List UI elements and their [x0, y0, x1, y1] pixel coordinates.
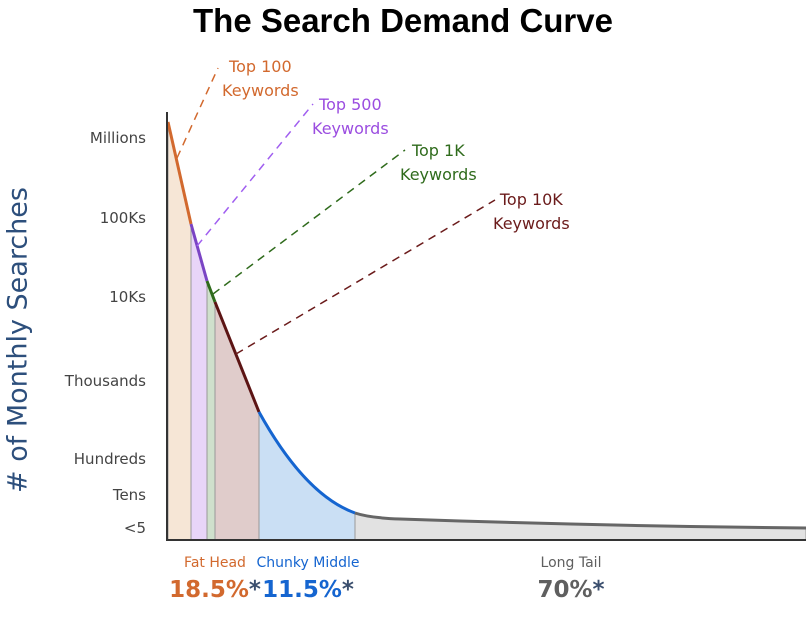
asterisk: *: [592, 577, 605, 603]
segment-percent-fat-head: 18.5%*: [165, 577, 265, 603]
callout-top1k: Top 1K Keywords: [400, 139, 477, 187]
callout-line: Top 10K: [499, 190, 563, 209]
curve-top500: [189, 223, 209, 282]
y-tick-label: <5: [123, 519, 146, 537]
percent-value: 70%: [537, 577, 593, 603]
y-axis-title: # of Monthly Searches: [2, 187, 34, 493]
curve-long-tail: [354, 511, 806, 530]
curve-top1k: [205, 280, 217, 303]
percent-value: 11.5%: [262, 577, 342, 603]
curve-top10k: [213, 301, 261, 413]
curve-top100: [166, 121, 193, 225]
y-tick-label: Thousands: [64, 372, 146, 390]
chart-title: The Search Demand Curve: [193, 2, 613, 39]
segment-percent-long-tail: 70%*: [521, 577, 621, 603]
fill-top100: [167, 121, 192, 541]
y-tick-label: Millions: [89, 129, 146, 147]
y-tick-label: 10Ks: [109, 288, 146, 306]
y-tick-label: 100Ks: [99, 209, 146, 227]
y-tick-label: Hundreds: [73, 450, 146, 468]
callout-line: Top 1K: [411, 141, 465, 160]
callout-line: Keywords: [312, 119, 389, 138]
callout-line: Keywords: [400, 165, 477, 184]
percent-value: 18.5%: [169, 577, 249, 603]
asterisk: *: [248, 577, 261, 603]
leader-top500: [196, 103, 314, 247]
fill-top10k: [214, 301, 260, 541]
fill-top1k: [206, 280, 216, 541]
fill-chunky-middle: [258, 410, 356, 541]
leader-top1k: [212, 149, 406, 295]
curve-chunky-middle: [257, 411, 356, 515]
segment-percent-chunky-middle: 11.5%*: [258, 577, 358, 603]
segment-label-long-tail: Long Tail: [540, 555, 602, 571]
callout-line: Keywords: [493, 214, 570, 233]
callout-top100: Top 100 Keywords: [222, 55, 299, 103]
asterisk: *: [341, 577, 354, 603]
callout-line: Keywords: [222, 81, 299, 100]
leader-top10k: [235, 199, 496, 355]
segment-label-chunky-middle: Chunky Middle: [256, 555, 360, 571]
segment-label-fat-head: Fat Head: [184, 555, 246, 571]
y-tick-label: Tens: [112, 486, 146, 504]
callout-top10k: Top 10K Keywords: [493, 188, 570, 236]
leader-top100: [176, 67, 219, 159]
callout-line: Top 100: [229, 57, 292, 76]
callout-line: Top 500: [319, 95, 382, 114]
callout-top500: Top 500 Keywords: [312, 93, 389, 141]
